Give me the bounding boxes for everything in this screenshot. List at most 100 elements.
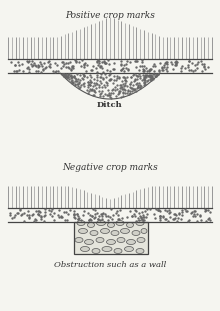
Point bbox=[115, 76, 118, 81]
Point bbox=[130, 86, 134, 91]
Point bbox=[101, 93, 105, 98]
Point bbox=[47, 58, 51, 63]
Point bbox=[198, 213, 201, 218]
Point bbox=[36, 63, 40, 68]
Point bbox=[75, 212, 79, 217]
Point bbox=[106, 58, 110, 63]
Point bbox=[128, 91, 132, 95]
Point bbox=[48, 62, 52, 67]
Point bbox=[95, 69, 99, 74]
Point bbox=[99, 212, 103, 217]
Point bbox=[69, 68, 73, 73]
Point bbox=[149, 67, 153, 72]
Point bbox=[164, 66, 167, 71]
Point bbox=[96, 60, 99, 65]
Point bbox=[164, 216, 167, 221]
Point bbox=[97, 89, 101, 94]
Point bbox=[69, 74, 72, 79]
Point bbox=[69, 72, 73, 77]
Point bbox=[77, 216, 80, 221]
Point bbox=[48, 211, 51, 216]
Point bbox=[125, 83, 128, 88]
Point bbox=[72, 74, 76, 79]
Point bbox=[61, 59, 64, 64]
Text: Negative crop marks: Negative crop marks bbox=[62, 163, 158, 172]
Point bbox=[82, 73, 86, 78]
Point bbox=[48, 64, 51, 69]
Point bbox=[57, 214, 61, 219]
Point bbox=[64, 210, 68, 215]
Point bbox=[59, 65, 63, 70]
Point bbox=[64, 72, 67, 77]
Ellipse shape bbox=[88, 222, 95, 228]
Ellipse shape bbox=[136, 248, 144, 253]
Point bbox=[191, 214, 194, 219]
Point bbox=[32, 60, 35, 65]
Point bbox=[196, 62, 199, 67]
Point bbox=[154, 207, 157, 212]
Point bbox=[58, 207, 61, 212]
Point bbox=[18, 207, 22, 211]
Point bbox=[101, 216, 104, 221]
Point bbox=[9, 211, 12, 216]
Point bbox=[117, 212, 120, 217]
Point bbox=[115, 208, 119, 213]
Point bbox=[72, 213, 76, 218]
Point bbox=[116, 73, 119, 78]
Point bbox=[63, 73, 67, 78]
Point bbox=[44, 207, 47, 211]
Point bbox=[95, 210, 99, 215]
Point bbox=[138, 72, 141, 77]
Point bbox=[142, 68, 146, 73]
Point bbox=[96, 58, 99, 63]
Point bbox=[204, 207, 207, 212]
Point bbox=[90, 67, 94, 72]
Point bbox=[141, 67, 145, 72]
Point bbox=[97, 61, 101, 66]
Point bbox=[136, 73, 140, 78]
Point bbox=[106, 213, 110, 218]
Point bbox=[179, 69, 182, 74]
Point bbox=[44, 65, 47, 70]
Point bbox=[71, 80, 74, 85]
Point bbox=[137, 84, 140, 89]
Point bbox=[122, 75, 125, 80]
Point bbox=[77, 81, 81, 86]
Point bbox=[174, 62, 177, 67]
Point bbox=[94, 86, 98, 91]
Point bbox=[116, 91, 119, 96]
Point bbox=[168, 209, 171, 214]
Point bbox=[136, 85, 139, 90]
Point bbox=[183, 207, 187, 212]
Point bbox=[76, 77, 79, 82]
Point bbox=[141, 77, 144, 82]
Point bbox=[98, 74, 102, 79]
Point bbox=[31, 63, 35, 67]
Ellipse shape bbox=[101, 229, 110, 234]
Point bbox=[128, 209, 132, 214]
Point bbox=[95, 82, 99, 87]
Point bbox=[82, 64, 86, 69]
Point bbox=[158, 217, 162, 222]
Point bbox=[67, 66, 70, 71]
Point bbox=[112, 212, 115, 217]
Point bbox=[109, 78, 112, 83]
Point bbox=[117, 75, 121, 80]
Point bbox=[75, 72, 79, 77]
Point bbox=[155, 72, 159, 77]
Point bbox=[202, 62, 206, 67]
Point bbox=[73, 74, 76, 79]
Point bbox=[123, 77, 127, 82]
Point bbox=[66, 212, 70, 217]
Point bbox=[195, 218, 198, 223]
Point bbox=[86, 91, 90, 95]
Point bbox=[70, 74, 73, 79]
Point bbox=[132, 211, 136, 216]
Point bbox=[113, 88, 117, 93]
Point bbox=[64, 60, 68, 65]
Point bbox=[67, 74, 70, 79]
Point bbox=[46, 60, 50, 65]
Point bbox=[90, 214, 94, 219]
Point bbox=[151, 76, 154, 81]
Point bbox=[21, 212, 24, 217]
